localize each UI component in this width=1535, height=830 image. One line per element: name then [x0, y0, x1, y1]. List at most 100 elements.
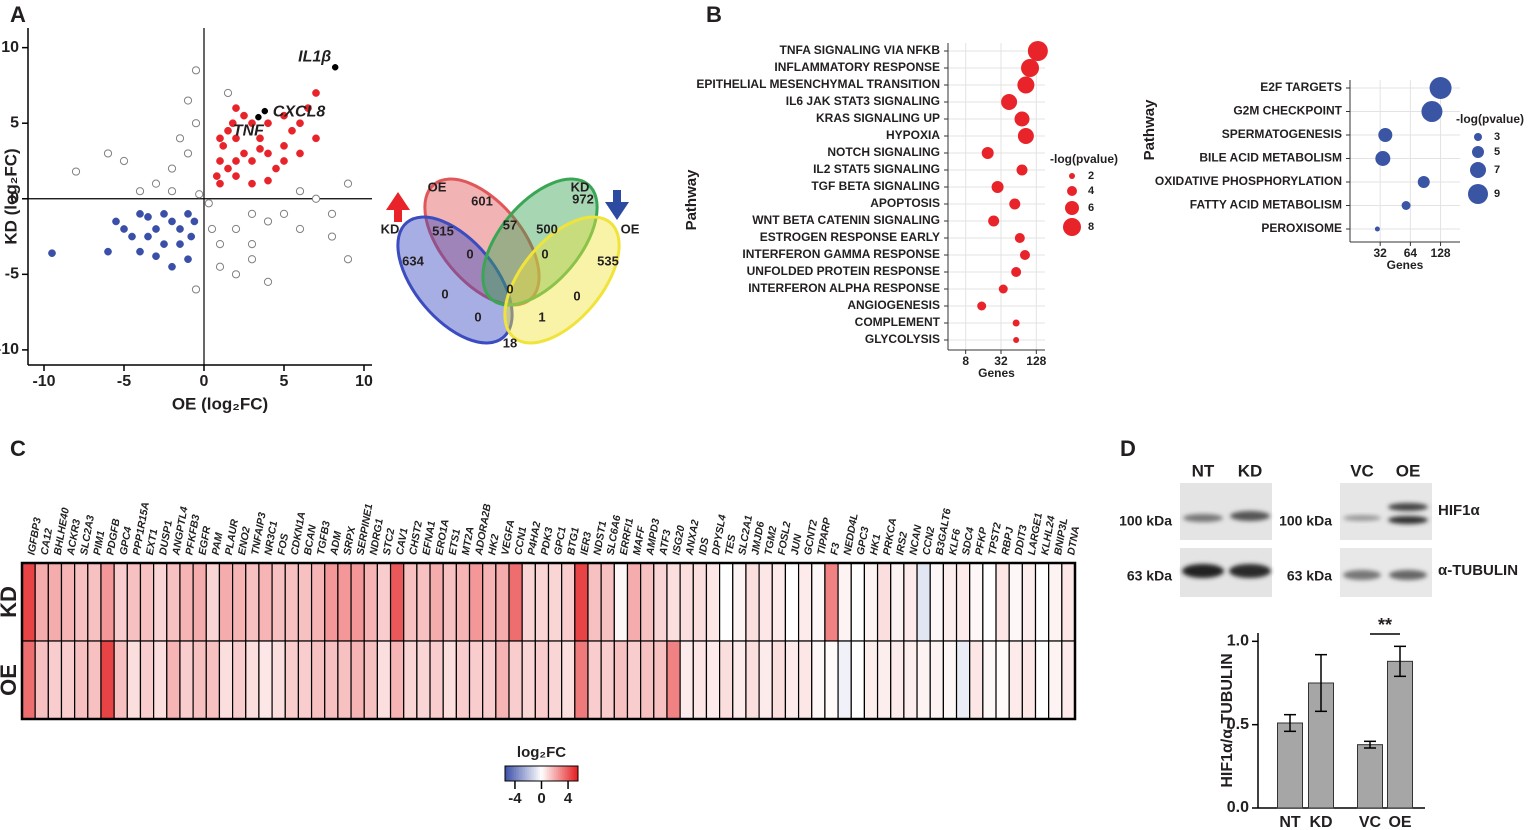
point — [296, 149, 304, 158]
size-legend-label: 6 — [1088, 202, 1094, 214]
venn-set-label: OE — [621, 221, 640, 236]
column-label: IDS — [697, 537, 712, 556]
category-label: KRAS SIGNALING UP — [816, 111, 940, 125]
bubble — [1421, 101, 1443, 122]
x-tick-label: 0 — [200, 373, 209, 390]
colorbar-step — [570, 766, 573, 781]
heat-cell — [113, 640, 128, 720]
panel-letter: D — [1120, 436, 1136, 461]
heat-cell — [653, 562, 668, 642]
colorbar-step — [546, 766, 550, 781]
colorbar-title: log₂FC — [517, 744, 566, 761]
column-label: EFNA1 — [420, 520, 438, 556]
heat-cell — [574, 640, 589, 720]
panel-letter: A — [10, 2, 26, 27]
venn-count: 0 — [541, 246, 548, 261]
heat-cell — [21, 640, 36, 720]
category-label: EPITHELIAL MESENCHYMAL TRANSITION — [696, 77, 940, 91]
heat-cell — [1034, 562, 1050, 642]
size-legend-label: 5 — [1494, 146, 1500, 158]
band — [1183, 514, 1223, 522]
heatmap-frame — [20, 561, 1077, 721]
point — [304, 104, 312, 112]
heat-cell — [482, 640, 497, 720]
heat-cell — [508, 640, 523, 720]
heat-cell — [60, 640, 76, 720]
colorbar-step — [536, 766, 539, 781]
bubble — [1019, 250, 1030, 260]
x-tick-label: VC — [1359, 814, 1382, 830]
bubble — [1021, 59, 1040, 77]
heat-cell — [363, 562, 378, 642]
bubble — [1017, 128, 1034, 144]
column-label: HK1 — [868, 533, 883, 556]
colorbar-step — [563, 766, 566, 781]
bubble — [1014, 233, 1025, 243]
point — [144, 232, 152, 241]
heat-cell — [350, 562, 365, 642]
heat-cell — [995, 640, 1010, 720]
point — [255, 113, 262, 121]
y-tick-label: 0.0 — [1227, 799, 1249, 816]
point — [280, 111, 288, 120]
column-label: CCN2 — [921, 526, 938, 556]
y-tick-label: 0.5 — [1227, 716, 1249, 733]
heat-cell — [337, 640, 352, 720]
heat-cell — [995, 562, 1010, 642]
bubble — [1429, 77, 1452, 99]
x-tick-label: OE — [1388, 814, 1411, 830]
heat-cell — [245, 562, 260, 642]
colorbar-step — [517, 766, 520, 781]
point — [184, 255, 192, 264]
category-label: OXIDATIVE PHOSPHORYLATION — [1155, 174, 1342, 188]
heat-cell — [100, 562, 115, 642]
column-label: JUN — [789, 533, 805, 556]
point — [119, 156, 129, 166]
point-label: TNF — [233, 122, 265, 139]
heat-cell — [1034, 640, 1050, 720]
x-tick-label: KD — [1309, 814, 1332, 830]
bubble — [1001, 94, 1018, 110]
down-arrow — [605, 190, 629, 220]
y-axis-title: Pathway — [683, 169, 700, 231]
heat-cell — [916, 640, 931, 720]
point — [232, 134, 240, 143]
protein-label: α-TUBULIN — [1438, 562, 1518, 579]
category-label: ANGIOGENESIS — [847, 298, 940, 312]
column-label: GPC3 — [855, 526, 872, 556]
heat-cell — [74, 640, 89, 720]
colorbar-tick-label: -4 — [508, 790, 522, 807]
colorbar-step — [574, 766, 577, 781]
heat-cell — [890, 640, 905, 720]
category-label: IL6 JAK STAT3 SIGNALING — [786, 94, 940, 108]
heat-cell — [126, 640, 142, 720]
heat-cell — [218, 562, 234, 642]
point — [232, 104, 240, 112]
colorbar-step — [510, 766, 513, 781]
heat-cell — [640, 562, 655, 642]
category-label: PEROXISOME — [1261, 221, 1342, 235]
column-label: DTNA — [1065, 525, 1082, 556]
column-label: JMJD6 — [749, 520, 767, 556]
category-label: TGF BETA SIGNALING — [811, 179, 940, 193]
heat-cell — [903, 562, 918, 642]
heat-cell — [232, 640, 247, 720]
band — [1388, 503, 1428, 511]
colorbar-step — [557, 766, 561, 781]
heat-cell — [205, 640, 221, 720]
colorbar-step — [528, 766, 531, 781]
category-label: GLYCOLYSIS — [865, 332, 940, 346]
heat-cell — [850, 562, 865, 642]
point — [48, 249, 56, 258]
heat-cell — [126, 562, 142, 642]
point — [343, 179, 353, 188]
heat-cell — [324, 640, 339, 720]
heat-cell — [969, 562, 984, 642]
heat-cell — [389, 640, 405, 720]
venn-count: 972 — [572, 191, 594, 206]
y-tick-label: -5 — [5, 266, 19, 283]
heat-cell — [310, 562, 326, 642]
point — [224, 126, 232, 135]
size-marker: 63 kDa — [1287, 568, 1332, 584]
heat-cell — [692, 562, 708, 642]
